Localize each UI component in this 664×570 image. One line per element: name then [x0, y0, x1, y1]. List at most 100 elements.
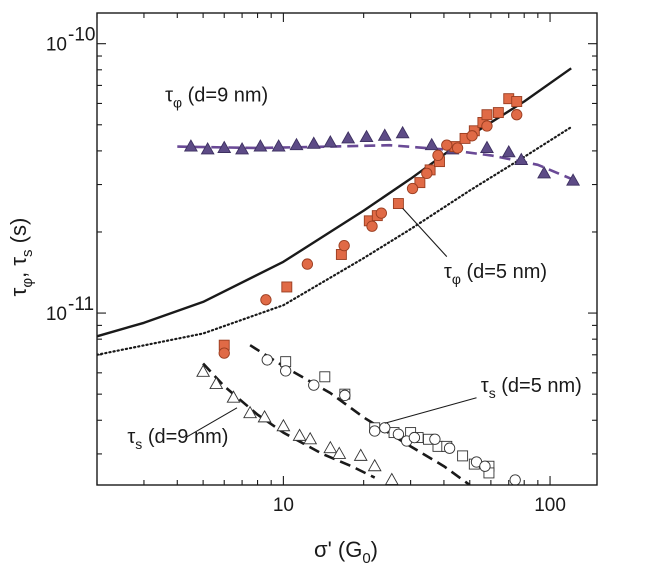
data-points-layer: [183, 93, 581, 485]
annotation-text: (d=9 nm): [142, 426, 228, 448]
annotation-label-tau-s-9: τs (d=9 nm): [127, 426, 228, 452]
data-point-triangle-6-12: [367, 458, 382, 472]
data-point-circle-5-2: [280, 365, 292, 377]
data-point-triangle-1-10: [341, 130, 356, 144]
y-tick-label--11: 10: [46, 304, 67, 325]
data-point-circle-5-4: [339, 389, 351, 401]
data-point-triangle-1-6: [271, 139, 286, 152]
annotation-subscript: s: [489, 385, 496, 401]
theory-lines-layer: [97, 67, 573, 485]
annotation-pointer-tau-s-9: [185, 407, 238, 439]
data-point-square-2-6: [392, 198, 404, 210]
series-4: [280, 356, 495, 479]
data-point-circle-5-3: [308, 379, 320, 391]
data-point-square-2-7: [414, 177, 426, 189]
data-point-triangle-1-13: [395, 125, 410, 139]
data-point-square-4-11: [457, 450, 469, 462]
data-point-square-4-2: [319, 371, 331, 383]
data-point-square-2-14: [481, 109, 493, 121]
data-point-triangle-6-3: [226, 390, 241, 403]
annotation-subscript: φ: [173, 95, 182, 111]
annotation-symbol: τ: [165, 85, 173, 107]
data-point-triangle-6-4: [243, 405, 258, 419]
data-point-circle-3-10: [441, 139, 453, 151]
theory-line-1: [97, 67, 572, 338]
data-point-circle-5-6: [379, 422, 391, 434]
data-point-triangle-6-9: [323, 440, 338, 454]
data-point-circle-3-8: [421, 167, 433, 180]
annotation-subscript: φ: [452, 271, 461, 287]
data-point-circle-3-7: [406, 182, 419, 195]
data-point-triangle-6-6: [276, 418, 291, 432]
data-point-triangle-1-12: [377, 128, 392, 141]
data-point-triangle-1-18: [514, 152, 529, 165]
data-point-triangle-6-13: [384, 472, 399, 485]
data-point-triangle-1-7: [289, 137, 304, 151]
data-point-triangle-1-2: [200, 142, 215, 155]
annotation-text: (d=9 nm): [182, 85, 268, 107]
data-point-circle-3-13: [481, 120, 493, 132]
data-point-triangle-1-4: [235, 142, 250, 155]
data-point-square-2-17: [511, 96, 523, 107]
data-point-square-2-15: [492, 107, 504, 119]
x-tick-label-10: 10: [273, 495, 294, 516]
annotation-symbol: τ: [127, 426, 135, 448]
data-point-triangle-1-8: [306, 136, 321, 149]
series-5: [261, 354, 521, 485]
data-point-square-2-2: [281, 281, 293, 293]
data-point-triangle-6-11: [353, 448, 368, 461]
series-3: [218, 109, 523, 359]
annotation-pointer-tau-s-5: [384, 397, 477, 424]
data-point-circle-5-11: [443, 442, 456, 454]
annotations-layer: τφ (d=9 nm)τφ (d=5 nm)τs (d=5 nm)τs (d=9…: [127, 85, 581, 452]
data-point-circle-5-14: [509, 474, 521, 485]
data-point-triangle-6-2: [209, 376, 224, 390]
y-tick-label--10: 10: [46, 35, 67, 56]
series-2: [218, 93, 523, 351]
theory-line-5: [202, 362, 376, 479]
annotation-label-tau-phi-5: τφ (d=5 nm): [444, 261, 547, 287]
data-point-triangle-1-19: [537, 165, 552, 179]
data-point-triangle-6-5: [257, 409, 272, 423]
data-point-circle-3-1: [218, 347, 230, 359]
data-point-circle-3-4: [338, 239, 350, 252]
data-point-triangle-6-10: [332, 446, 347, 459]
data-point-triangle-1-9: [323, 135, 338, 148]
theory-line-3: [177, 143, 572, 180]
y-axis-title: τφ, τs (s): [6, 218, 36, 297]
series-1: [183, 125, 581, 186]
data-point-triangle-6-1: [196, 364, 211, 377]
data-point-triangle-1-5: [253, 139, 268, 152]
series-6: [196, 364, 399, 485]
data-point-triangle-6-8: [303, 431, 318, 445]
data-point-circle-5-9: [408, 431, 421, 444]
data-point-triangle-6-7: [292, 428, 307, 441]
data-point-circle-3-3: [301, 258, 314, 270]
data-point-triangle-1-11: [359, 129, 374, 143]
data-point-triangle-1-16: [479, 140, 494, 153]
annotation-subscript: s: [135, 436, 142, 452]
annotation-text: (d=5 nm): [461, 261, 547, 283]
data-point-triangle-1-14: [424, 137, 439, 151]
data-point-circle-3-14: [511, 109, 523, 121]
data-point-circle-5-7: [392, 428, 405, 440]
y-tick-exponent--10: -10: [68, 25, 95, 46]
annotation-label-tau-phi-9: τφ (d=9 nm): [165, 85, 268, 111]
data-point-triangle-1-1: [183, 139, 198, 152]
data-point-circle-3-2: [260, 294, 272, 306]
data-point-circle-3-6: [375, 207, 387, 219]
data-point-circle-3-11: [451, 142, 464, 154]
annotation-pointer-tau-phi-5: [402, 207, 448, 257]
data-point-triangle-1-20: [566, 173, 581, 186]
annotation-text: (d=5 nm): [496, 375, 582, 397]
x-tick-label-100: 100: [534, 495, 566, 516]
data-point-triangle-1-3: [217, 140, 232, 153]
y-tick-exponent--11: -11: [68, 294, 94, 315]
data-point-circle-5-13: [479, 460, 491, 472]
data-point-circle-3-12: [466, 130, 478, 142]
annotation-symbol: τ: [444, 261, 452, 283]
data-point-circle-5-1: [261, 354, 273, 366]
